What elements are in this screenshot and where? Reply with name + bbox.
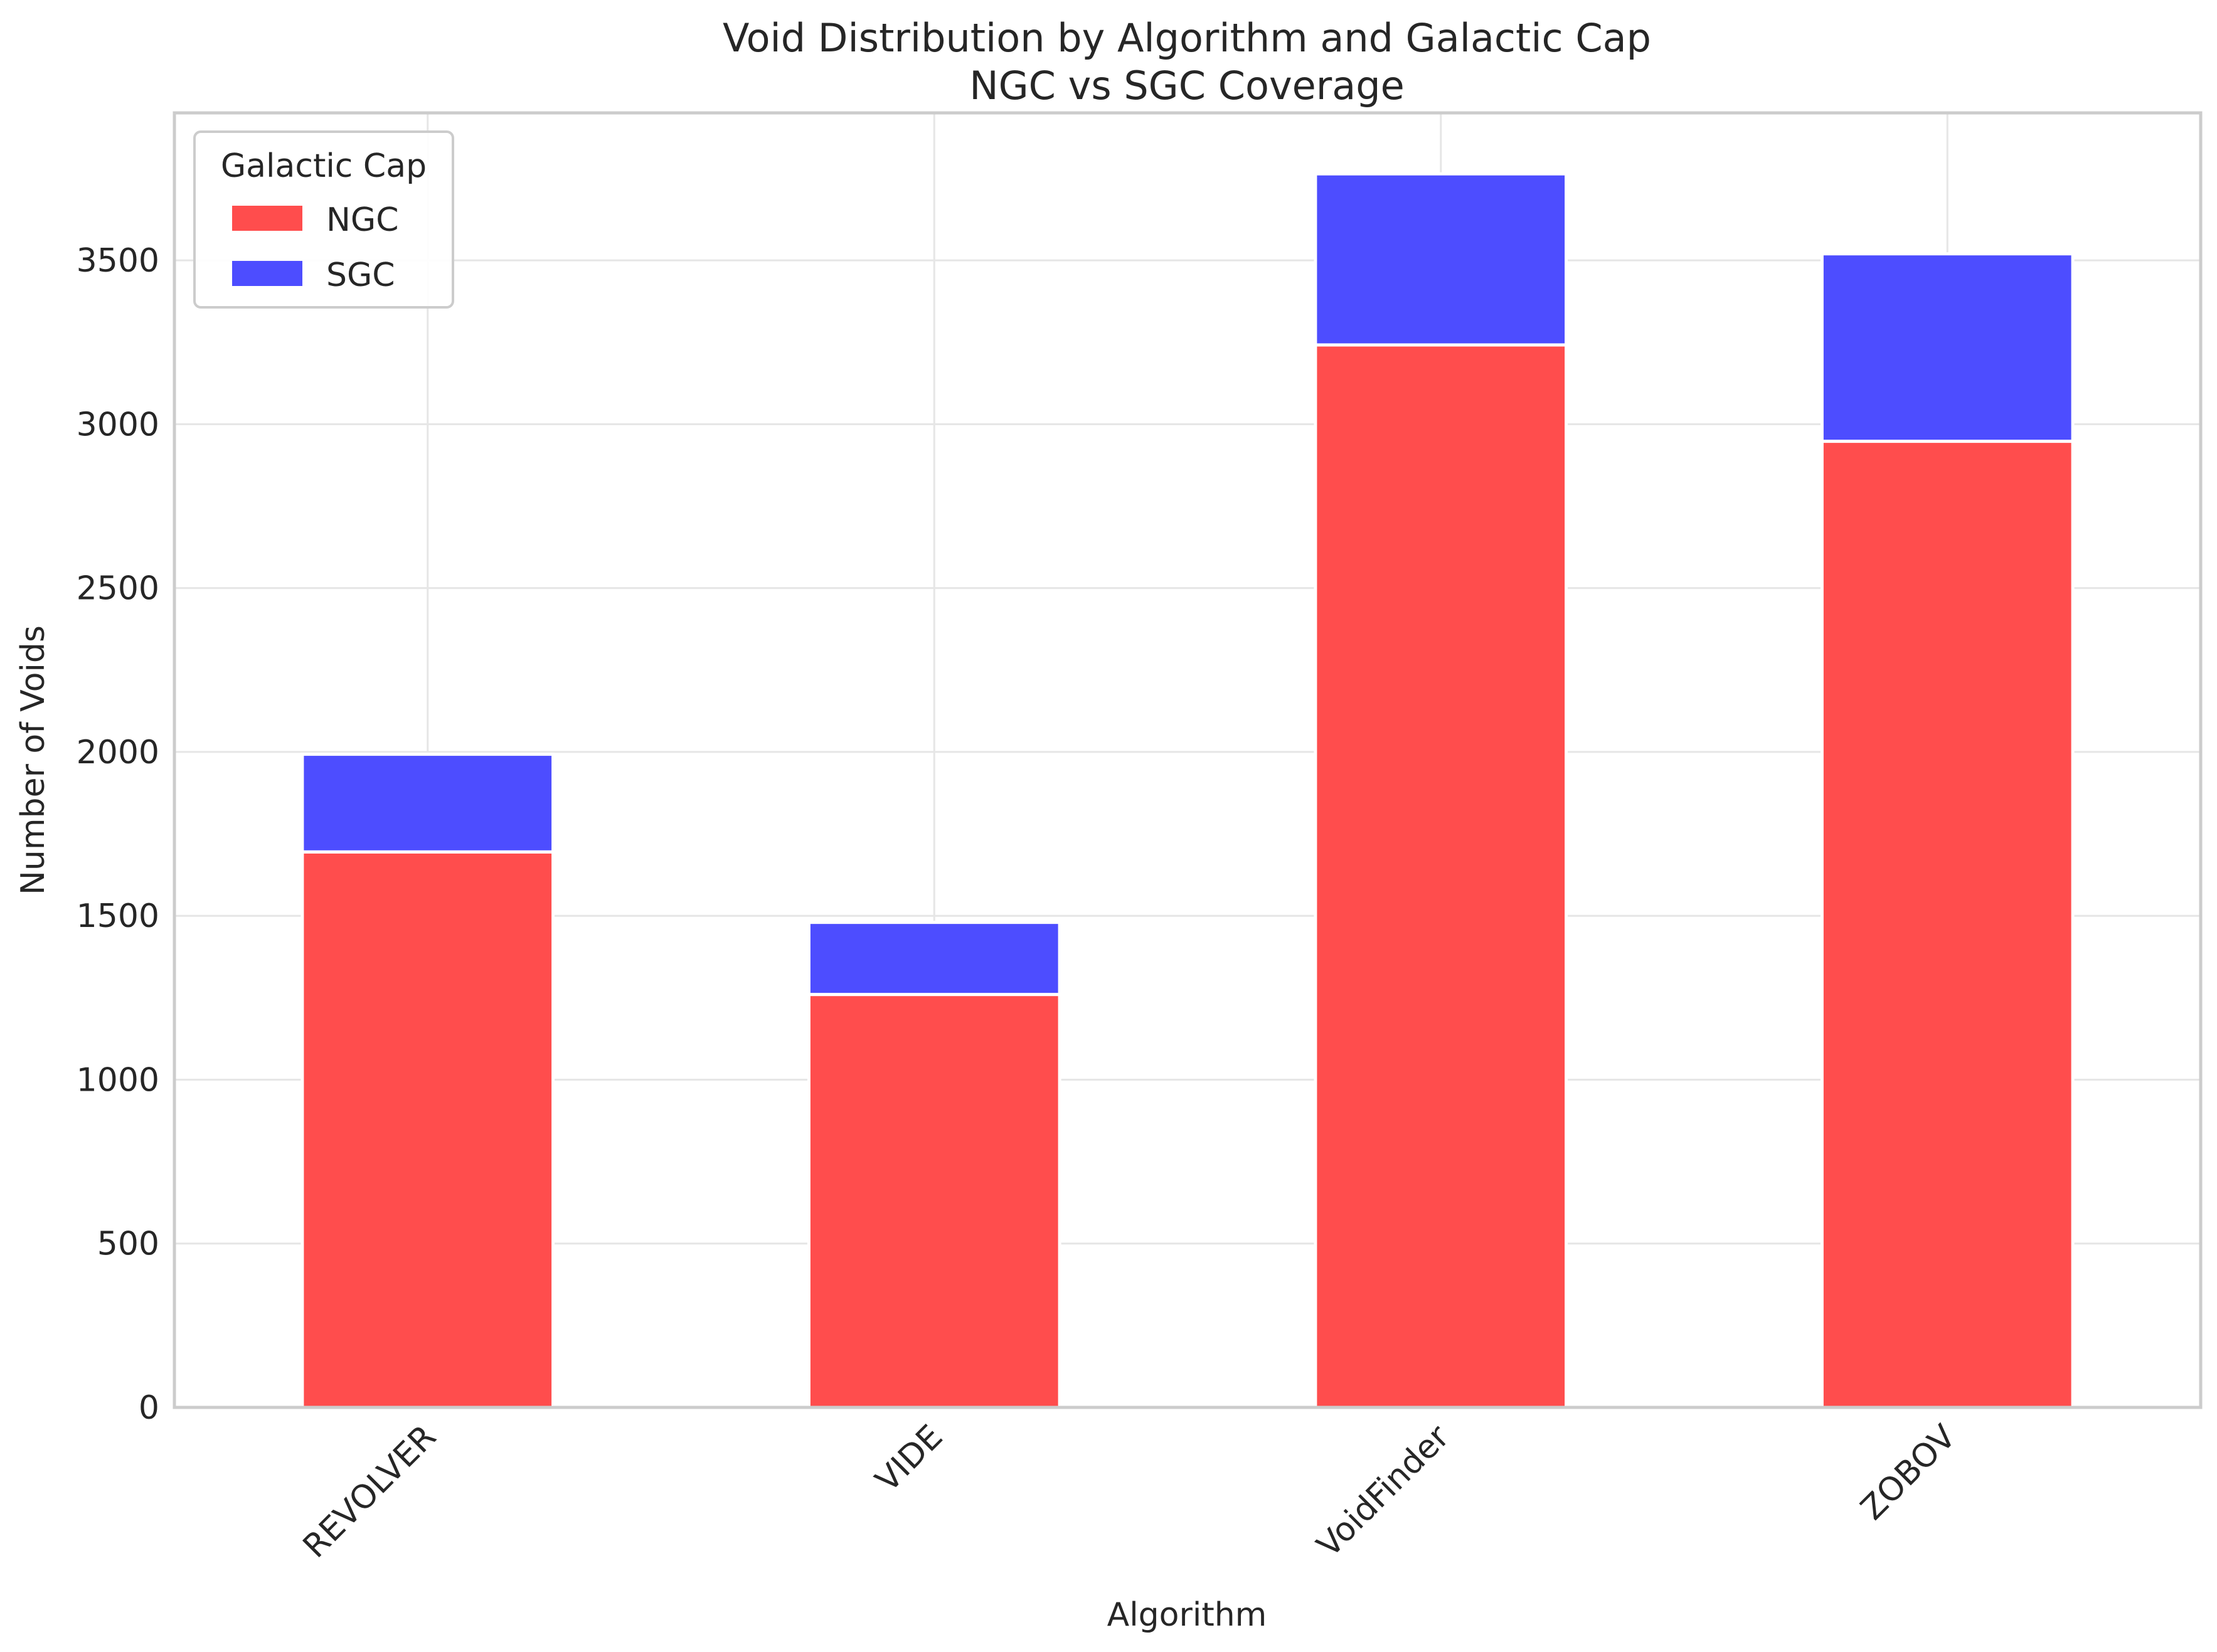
y-tick-label: 3000 [77,406,159,443]
y-tick-label: 1000 [77,1061,159,1099]
legend-entries: NGC SGC [232,201,399,294]
y-tick-label: 2000 [77,734,159,771]
legend-label-sgc: SGC [326,257,395,294]
bar-ngc-voidfinder [1314,343,1568,1409]
legend-label-ngc: NGC [326,201,399,239]
y-tick-labels: 0 500 1000 1500 2000 2500 3000 3500 [77,242,159,1427]
bar-sgc-zobov [1820,252,2075,443]
legend-swatch-ngc [232,206,302,231]
legend-title: Galactic Cap [221,147,427,185]
bar-sgc-revolver [300,753,555,854]
legend: Galactic Cap NGC SGC [193,130,454,309]
bars [300,172,2075,1409]
chart-title: Void Distribution by Algorithm and Galac… [723,15,1651,61]
y-tick-label: 2500 [77,570,159,608]
x-axis-label: Algorithm [1107,1596,1267,1634]
y-tick-label: 0 [139,1389,159,1427]
y-tick-label: 3500 [77,242,159,280]
bar-sgc-vide [807,921,1061,997]
legend-swatch-sgc [232,261,302,286]
bar-sgc-voidfinder [1314,172,1568,347]
y-tick-label: 1500 [77,897,159,935]
bar-ngc-vide [807,993,1061,1409]
axes-frame [173,111,2203,1409]
bar-ngc-zobov [1820,440,2075,1409]
y-axis-label: Number of Voids [14,625,52,895]
bar-ngc-revolver [300,850,555,1409]
chart-subtitle: NGC vs SGC Coverage [969,63,1405,109]
y-tick-label: 500 [97,1226,159,1263]
